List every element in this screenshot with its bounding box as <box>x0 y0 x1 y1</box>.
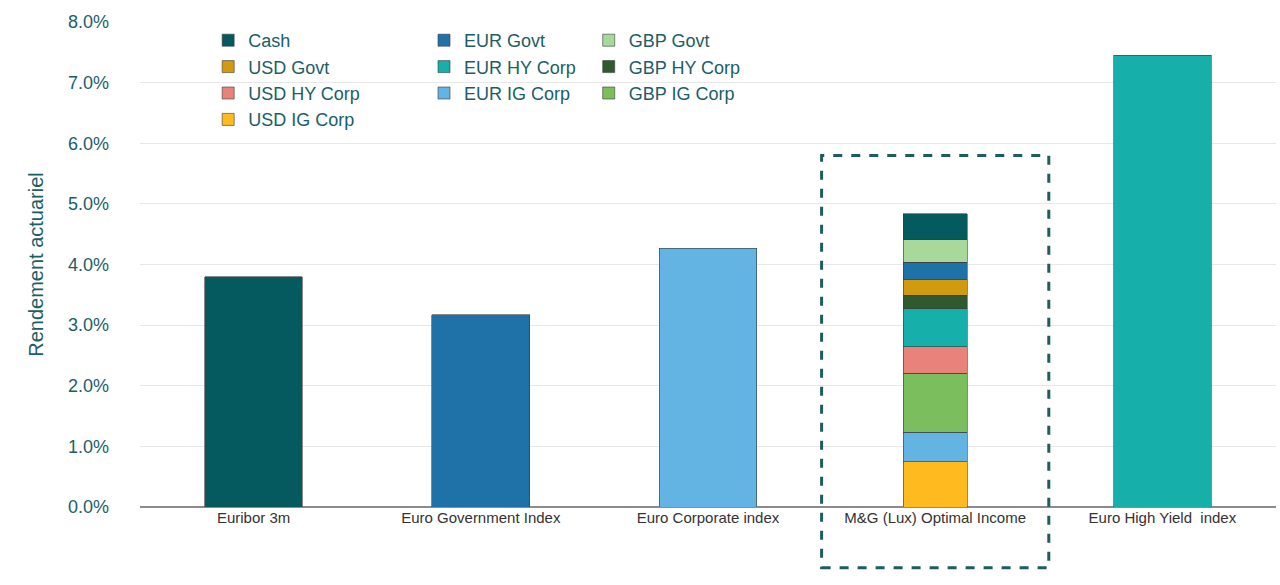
svg-text:7.0%: 7.0% <box>68 73 109 93</box>
svg-text:USD Govt: USD Govt <box>248 58 329 78</box>
svg-text:3.0%: 3.0% <box>68 315 109 335</box>
svg-text:Euro Corporate index: Euro Corporate index <box>637 509 780 526</box>
svg-text:GBP IG Corp: GBP IG Corp <box>629 84 735 104</box>
svg-text:GBP Govt: GBP Govt <box>629 31 710 51</box>
svg-text:M&G (Lux) Optimal Income: M&G (Lux) Optimal Income <box>844 509 1026 526</box>
svg-text:Euro Government Index: Euro Government Index <box>401 509 561 526</box>
svg-text:EUR IG Corp: EUR IG Corp <box>464 84 570 104</box>
svg-text:Euro High Yield index: Euro High Yield index <box>1089 509 1237 526</box>
svg-text:Cash: Cash <box>248 31 290 51</box>
svg-text:8.0%: 8.0% <box>68 12 109 32</box>
svg-text:0.0%: 0.0% <box>68 497 109 517</box>
svg-text:Rendement actuariel: Rendement actuariel <box>25 172 47 357</box>
svg-text:Euribor 3m: Euribor 3m <box>217 509 290 526</box>
svg-text:USD IG Corp: USD IG Corp <box>248 110 354 130</box>
svg-text:2.0%: 2.0% <box>68 376 109 396</box>
svg-text:EUR Govt: EUR Govt <box>464 31 545 51</box>
svg-text:1.0%: 1.0% <box>68 437 109 457</box>
svg-text:USD HY Corp: USD HY Corp <box>248 84 360 104</box>
svg-text:GBP HY Corp: GBP HY Corp <box>629 58 740 78</box>
svg-text:6.0%: 6.0% <box>68 134 109 154</box>
svg-text:4.0%: 4.0% <box>68 255 109 275</box>
svg-text:EUR HY Corp: EUR HY Corp <box>464 58 576 78</box>
svg-text:5.0%: 5.0% <box>68 194 109 214</box>
